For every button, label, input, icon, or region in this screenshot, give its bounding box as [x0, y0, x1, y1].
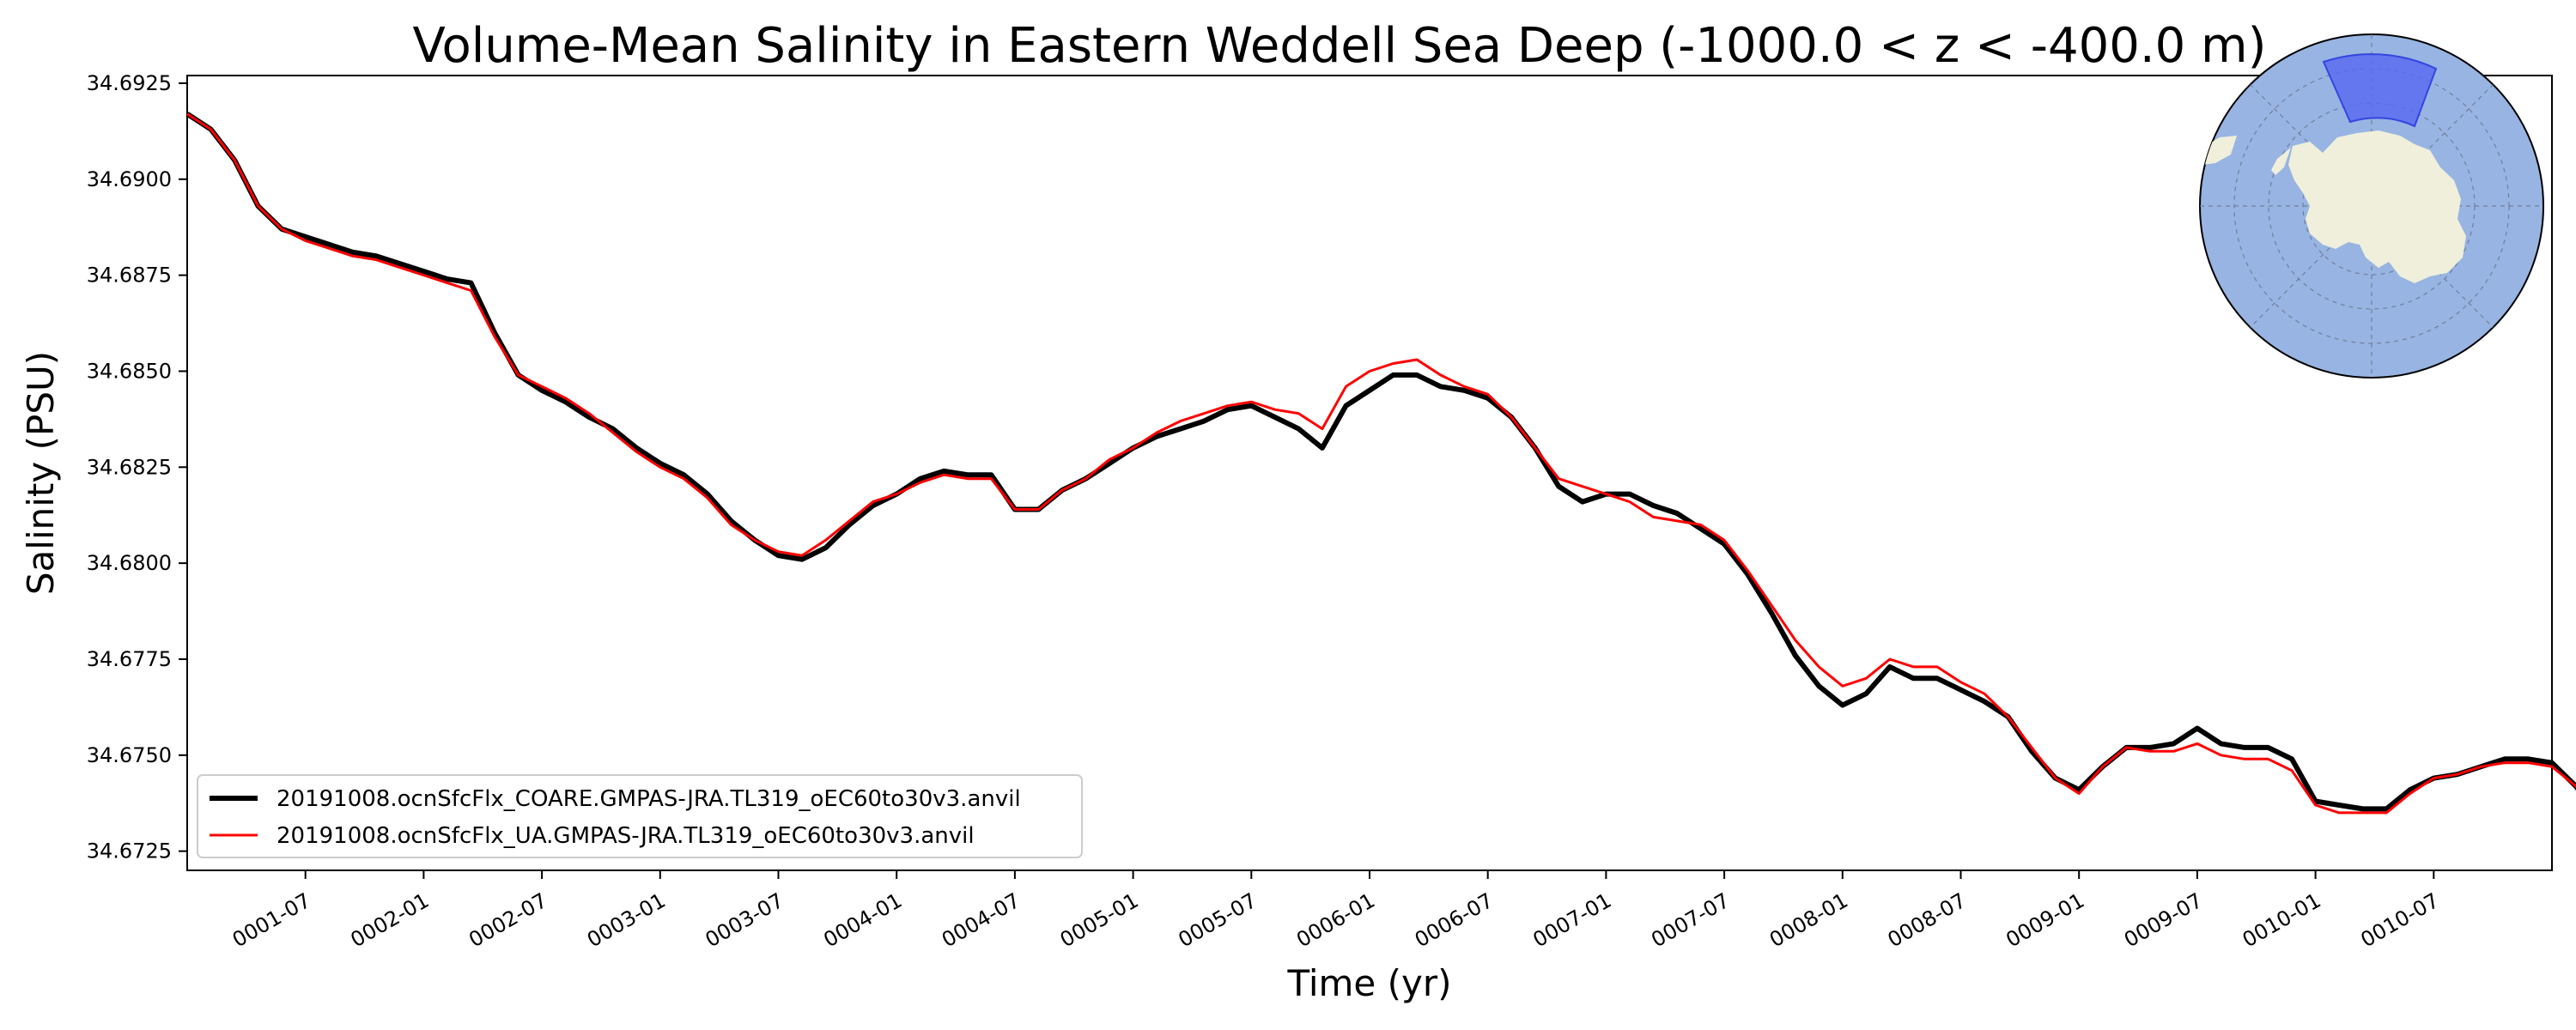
y-tick-label: 34.6800 [87, 551, 172, 575]
inset-map [2199, 33, 2544, 379]
y-tick-label: 34.6875 [87, 264, 172, 288]
y-axis-label: Salinity (PSU) [20, 351, 62, 595]
y-tick-label: 34.6825 [87, 455, 172, 479]
y-tick-label: 34.6850 [87, 359, 172, 383]
series-layer [185, 112, 2576, 815]
y-tick-label: 34.6750 [87, 743, 172, 767]
legend: 20191008.ocnSfcFlx_COARE.GMPAS-JRA.TL319… [197, 774, 1083, 858]
chart-title: Volume-Mean Salinity in Eastern Weddell … [413, 18, 2267, 74]
legend-label-ua: 20191008.ocnSfcFlx_UA.GMPAS-JRA.TL319_oE… [276, 823, 975, 849]
series-line-0 [185, 112, 2576, 812]
series-line-1 [186, 112, 2576, 815]
y-tick-label: 34.6900 [87, 167, 172, 191]
legend-label-coare: 20191008.ocnSfcFlx_COARE.GMPAS-JRA.TL319… [276, 786, 1021, 812]
legend-box [197, 774, 1083, 858]
antarctica-landmass [2271, 130, 2466, 283]
x-axis-label: Time (yr) [1286, 962, 1451, 1004]
region-highlight [2322, 53, 2438, 128]
y-axis: 34.6725 34.6750 34.6775 34.6800 34.6825 34.68… [87, 71, 187, 863]
y-tick-label: 34.6775 [87, 647, 172, 671]
y-tick-label: 34.6925 [87, 71, 172, 95]
y-tick-label: 34.6725 [87, 839, 172, 863]
